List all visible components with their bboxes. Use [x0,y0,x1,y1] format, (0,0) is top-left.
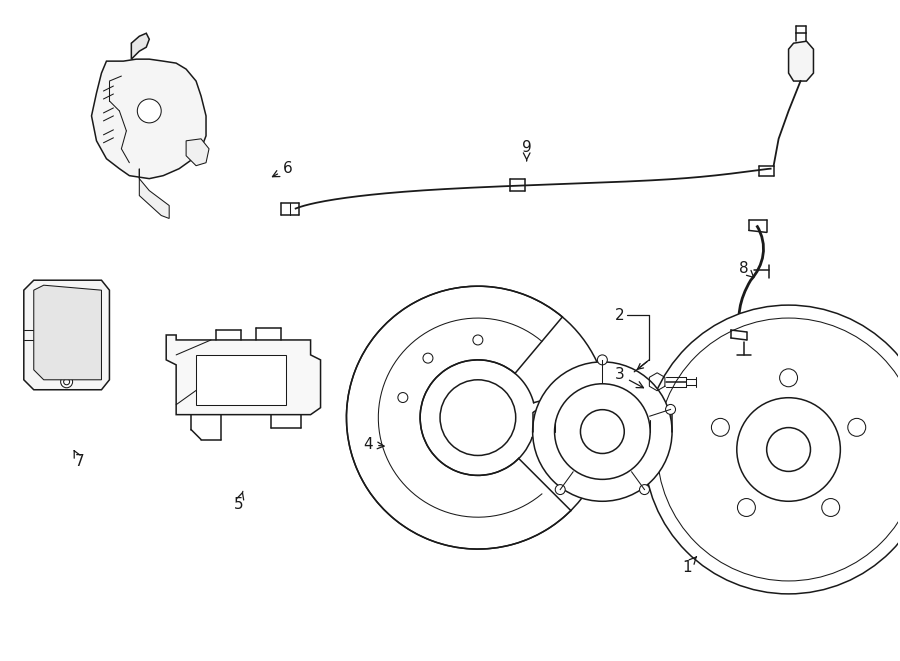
Circle shape [822,498,840,516]
Circle shape [60,376,73,388]
Circle shape [64,379,69,385]
Polygon shape [131,33,149,59]
Circle shape [440,380,516,455]
Circle shape [779,369,797,387]
Circle shape [640,485,650,494]
Text: 7: 7 [74,451,85,469]
Polygon shape [23,280,110,390]
Text: 6: 6 [273,161,292,176]
Polygon shape [140,169,169,219]
Polygon shape [788,41,814,81]
Circle shape [644,305,900,594]
Circle shape [555,485,565,494]
Polygon shape [186,139,209,166]
Circle shape [533,362,672,501]
Circle shape [737,398,841,501]
Text: 2: 2 [615,307,624,323]
Text: 9: 9 [522,140,532,161]
Text: 1: 1 [682,557,697,574]
Text: 8: 8 [739,260,754,278]
Circle shape [472,335,483,345]
Circle shape [423,353,433,363]
Polygon shape [92,59,206,178]
Circle shape [598,355,608,365]
Text: 4: 4 [364,437,384,452]
Polygon shape [34,285,102,380]
Circle shape [398,393,408,403]
Circle shape [711,418,729,436]
Circle shape [737,498,755,516]
Circle shape [767,428,811,471]
Circle shape [138,99,161,123]
Polygon shape [166,335,320,414]
Circle shape [554,384,650,479]
Circle shape [848,418,866,436]
Circle shape [666,405,676,414]
Polygon shape [196,355,285,405]
Circle shape [580,410,625,453]
Text: 3: 3 [615,368,644,388]
Text: 5: 5 [234,491,244,512]
